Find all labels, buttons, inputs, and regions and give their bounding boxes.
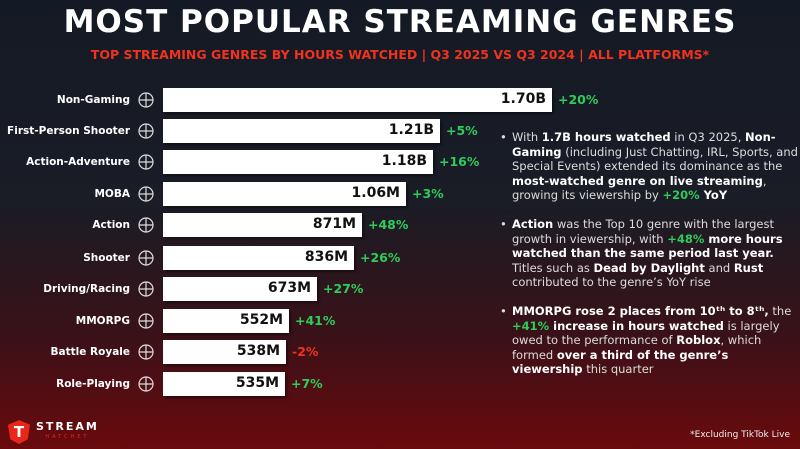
category-label: Shooter <box>83 252 130 264</box>
change-label: +48% <box>368 217 409 232</box>
value-label: 1.70B <box>500 91 546 107</box>
value-label: 535M <box>235 375 279 391</box>
insight-text: more hours watched than the same period … <box>512 231 783 261</box>
value-label: 836M <box>304 249 348 265</box>
footnote: *Excluding TikTok Live <box>690 430 790 440</box>
category-label: Action-Adventure <box>26 156 130 168</box>
change-label: +7% <box>291 376 323 391</box>
bar-row: Role-Playing 535M +7% <box>0 371 800 397</box>
figure-icon <box>138 217 154 233</box>
battle-icon <box>138 344 154 360</box>
change-label: +41% <box>295 313 336 328</box>
change-label: +26% <box>360 250 401 265</box>
bar-row: Action-Adventure 1.18B +16% <box>0 149 800 175</box>
change-label: +5% <box>446 123 478 138</box>
insight-bullet: MMORPG rose 2 places from 10ᵗʰ to 8ᵗʰ, t… <box>500 304 800 377</box>
page-subtitle: TOP STREAMING GENRES BY HOURS WATCHED | … <box>90 47 710 62</box>
change-label: +16% <box>439 154 480 169</box>
bar: 538M <box>163 340 286 364</box>
insight-text: , which formed <box>512 333 762 362</box>
bar-row: Action 871M +48% <box>0 212 800 238</box>
insight-text: in Q3 2025, <box>670 130 746 144</box>
insight-text: (including Just Chatting, IRL, Sports, a… <box>512 144 798 174</box>
insight-bullet: With 1.7B hours watched in Q3 2025, Non-… <box>500 130 800 203</box>
insight-text: MMORPG rose 2 places from 10ᵗʰ to 8ᵗʰ, <box>512 303 769 318</box>
category-label: Role-Playing <box>56 378 130 390</box>
page-title: MOST POPULAR STREAMING GENRES <box>63 4 737 40</box>
bar-row: Driving/Racing 673M +27% <box>0 276 800 302</box>
bar: 1.06M <box>163 182 406 206</box>
insight-bullet: Action was the Top 10 genre with the lar… <box>500 217 800 290</box>
insight-text: Dead by Daylight <box>593 260 705 275</box>
insight-text: YoY <box>699 188 728 203</box>
insight-text: , growing its viewership by <box>512 173 767 203</box>
bar: 552M <box>163 309 289 333</box>
category-label: First-Person Shooter <box>7 125 130 137</box>
insight-text: increase in hours watched <box>549 318 724 333</box>
insight-text: Non-Gaming <box>512 130 776 159</box>
bar-row: Battle Royale 538M -2% <box>0 339 800 365</box>
bar-row: First-Person Shooter 1.21B +5% <box>0 118 800 144</box>
change-label: +27% <box>323 281 364 296</box>
bar-row: MMORPG 552M +41% <box>0 308 800 334</box>
person-desk-icon <box>138 92 154 108</box>
insight-text: +41% <box>512 318 550 333</box>
value-label: 552M <box>239 312 283 328</box>
logo-name: STREAM <box>36 420 99 433</box>
insight-text: Action <box>512 216 554 231</box>
shooter-icon <box>138 250 154 266</box>
category-label: Driving/Racing <box>43 283 130 295</box>
insight-text: over a third of the genre’s viewership <box>512 347 729 377</box>
insight-text: and <box>704 260 734 275</box>
category-label: Action <box>92 219 130 231</box>
insight-text: Titles such as <box>512 260 594 275</box>
insight-text: is largely owed to the performance of <box>512 318 780 348</box>
value-label: 1.06M <box>351 185 400 201</box>
bar-row: MOBA 1.06M +3% <box>0 181 800 207</box>
insight-text: this quarter <box>582 362 654 377</box>
insight-text: the <box>768 303 792 318</box>
insight-text: Rust <box>733 260 764 275</box>
globe-icon <box>138 313 154 329</box>
bar-row: Shooter 836M +26% <box>0 245 800 271</box>
stream-hatchet-logo: T STREAM HATCHET <box>8 420 99 444</box>
insight-text: was the Top 10 genre with the largest gr… <box>512 216 774 246</box>
bar-row: Non-Gaming 1.70B +20% <box>0 87 800 113</box>
value-label: 673M <box>267 280 311 296</box>
change-label: +3% <box>412 186 444 201</box>
bar: 535M <box>163 372 285 396</box>
running-figure-icon <box>138 154 154 170</box>
insights-list: With 1.7B hours watched in Q3 2025, Non-… <box>500 130 800 391</box>
insight-text: 1.7B hours watched <box>541 130 671 144</box>
insight-text: +48% <box>667 231 705 246</box>
logo-sub: HATCHET <box>45 434 90 440</box>
category-label: MMORPG <box>75 315 130 327</box>
moba-map-icon <box>138 186 154 202</box>
d20-dice-icon <box>138 376 154 392</box>
bar: 1.21B <box>163 119 440 143</box>
bar: 836M <box>163 246 354 270</box>
value-label: 1.18B <box>381 153 427 169</box>
change-label: +20% <box>558 92 599 107</box>
insight-text: most-watched genre on live streaming <box>512 173 763 188</box>
crosshair-icon <box>138 123 154 139</box>
insight-text: +20% <box>662 188 700 203</box>
insight-text: Roblox <box>676 333 721 348</box>
bar: 1.70B <box>163 88 552 112</box>
value-label: 1.21B <box>388 122 434 138</box>
bar: 673M <box>163 277 317 301</box>
hatchet-logo-icon: T <box>8 420 30 444</box>
value-label: 871M <box>312 216 356 232</box>
bar: 1.18B <box>163 150 433 174</box>
insight-text: With <box>512 130 542 144</box>
insight-text: contributed to the genre’s YoY rise <box>512 275 711 290</box>
category-label: Non-Gaming <box>56 94 130 106</box>
category-label: MOBA <box>94 188 130 200</box>
checkered-flag-icon <box>138 281 154 297</box>
category-label: Battle Royale <box>50 346 130 358</box>
value-label: 538M <box>236 343 280 359</box>
bar: 871M <box>163 213 362 237</box>
change-label: -2% <box>292 344 319 359</box>
